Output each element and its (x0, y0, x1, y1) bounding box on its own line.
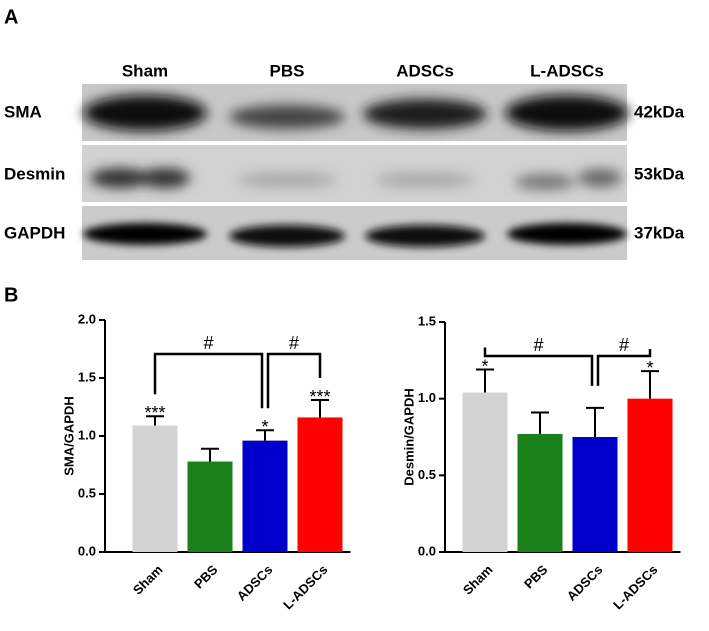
lane-label: ADSCs (396, 61, 454, 80)
error-bar (641, 370, 659, 399)
significance: * (646, 358, 653, 378)
bands (83, 223, 627, 247)
bracket (266, 352, 322, 409)
bands (83, 95, 629, 190)
significance: * (261, 417, 268, 437)
row-label: Desmin (4, 164, 65, 183)
lane-label: L-ADSCs (530, 61, 604, 80)
error-bar (146, 415, 164, 426)
bracket (483, 347, 594, 386)
y-tick-label: 0.5 (78, 485, 96, 500)
significance: *** (144, 403, 165, 423)
x-tick-label: L-ADSCs (610, 562, 660, 612)
bracket (596, 349, 652, 386)
bracket-label: # (289, 333, 299, 353)
bar (187, 461, 233, 552)
bar (132, 425, 178, 552)
lane-label: Sham (122, 61, 168, 80)
y-tick-label: 1.5 (418, 313, 436, 328)
x-tick-label: PBS (521, 562, 551, 592)
y-tick-label: 0.0 (78, 543, 96, 558)
y-axis-label: SMA/GAPDH (61, 396, 76, 475)
significance: *** (309, 387, 330, 407)
y-tick-label: 1.0 (78, 427, 96, 442)
error-bar (311, 399, 329, 418)
lane-label: PBS (270, 61, 305, 80)
error-bar (201, 447, 219, 462)
y-tick-label: 0.5 (418, 467, 436, 482)
x-tick-label: Sham (130, 562, 166, 598)
error-bar (476, 368, 494, 393)
bar (572, 437, 618, 552)
error-bar (531, 411, 549, 434)
x-tick-label: ADSCs (234, 562, 276, 604)
size-label: 53kDa (634, 164, 685, 183)
significance: * (481, 356, 488, 376)
x-tick-label: ADSCs (564, 562, 606, 604)
x-tick-label: Sham (460, 562, 496, 598)
bracket (153, 352, 264, 409)
x-tick-label: PBS (191, 562, 221, 592)
row-label: GAPDH (4, 223, 65, 242)
bar (517, 433, 563, 552)
bracket-label: # (619, 335, 629, 355)
bar (462, 392, 508, 552)
size-label: 42kDa (634, 102, 685, 121)
bracket-label: # (203, 333, 213, 353)
size-label: 37kDa (634, 223, 685, 242)
bar (627, 398, 673, 552)
x-tick-label: L-ADSCs (280, 562, 330, 612)
bar (297, 417, 343, 552)
row-label: SMA (4, 102, 42, 121)
bracket-label: # (533, 335, 543, 355)
error-bar (586, 406, 604, 437)
y-tick-label: 1.5 (78, 369, 96, 384)
bar (242, 440, 288, 552)
y-tick-label: 2.0 (78, 311, 96, 326)
y-tick-label: 0.0 (418, 543, 436, 558)
panel-label: B (4, 284, 18, 306)
error-bar (256, 429, 274, 441)
panel-label: A (4, 6, 18, 28)
y-tick-label: 1.0 (418, 390, 436, 405)
blot (82, 84, 629, 260)
y-axis-label: Desmin/GAPDH (401, 388, 416, 486)
